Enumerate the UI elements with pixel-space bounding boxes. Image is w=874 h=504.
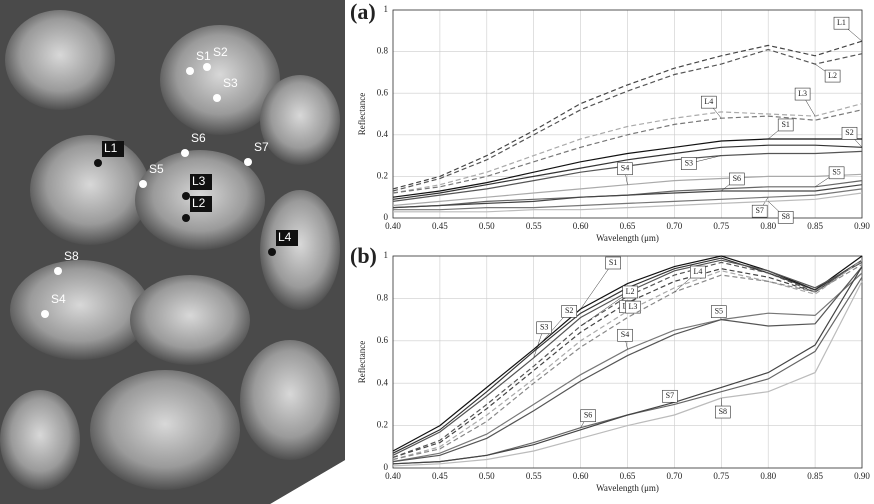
sample-dot [182,192,190,200]
series-label: S5 [832,168,840,177]
series-label: S3 [685,158,693,167]
series-label: S2 [845,128,853,137]
y-tick-label: 0.6 [377,87,389,97]
x-tick-label: 0.80 [760,221,776,231]
sample-dot [139,180,147,188]
x-tick-label: 0.90 [854,471,870,481]
photo [0,0,345,504]
series-label: L2 [626,287,635,296]
x-tick-label: 0.50 [479,221,495,231]
sample-dot [54,267,62,275]
y-tick-label: 0.8 [377,46,389,56]
y-tick-label: 1 [384,250,389,260]
x-tick-label: 0.40 [385,221,401,231]
sample-label: S5 [149,162,164,176]
sample-label: S3 [223,76,238,90]
y-tick-label: 0.6 [377,335,389,345]
sample-label: L1 [104,141,118,155]
y-tick-label: 0.4 [377,377,389,387]
y-tick-label: 0 [384,212,389,222]
sample-label: S8 [64,249,79,263]
x-tick-label: 0.70 [667,221,683,231]
series-label: S3 [540,323,548,332]
y-tick-label: 1 [384,4,389,14]
series-label: S2 [565,306,573,315]
x-axis-label: Wavelength (μm) [596,483,659,493]
x-tick-label: 0.50 [479,471,495,481]
sample-label: L3 [192,174,206,188]
y-tick-label: 0.8 [377,292,389,302]
series-label: S6 [584,411,592,420]
series-label: L3 [629,302,638,311]
sample-label: S7 [254,140,269,154]
y-axis-label: Reflectance [357,93,367,135]
sample-label: S1 [196,49,211,63]
series-label: S8 [719,407,727,416]
series-label: S1 [609,258,617,267]
x-tick-label: 0.90 [854,221,870,231]
y-tick-label: 0.4 [377,129,389,139]
series-label: S1 [781,120,789,129]
sample-dot [41,310,49,318]
series-label: S4 [621,164,629,173]
x-tick-label: 0.45 [432,471,448,481]
x-tick-label: 0.45 [432,221,448,231]
sample-dot [244,158,252,166]
x-tick-label: 0.75 [713,221,729,231]
x-tick-label: 0.85 [807,221,823,231]
chart-title: (b) [350,243,377,268]
figure: S1S2S3S4S5S6S7S8L1L2L3L4(a)0.400.450.500… [0,0,874,504]
x-tick-label: 0.80 [760,471,776,481]
sample-dot [268,248,276,256]
x-tick-label: 0.70 [667,471,683,481]
x-tick-label: 0.65 [620,471,636,481]
series-label: S6 [733,174,741,183]
chart-title: (a) [350,0,376,24]
y-tick-label: 0.2 [377,420,388,430]
sample-dot [203,63,211,71]
sample-label: S6 [191,131,206,145]
series-label: L3 [798,89,807,98]
x-tick-label: 0.55 [526,221,542,231]
sample-label: S2 [213,45,228,59]
sample-dot [181,149,189,157]
x-tick-label: 0.60 [573,471,589,481]
x-tick-label: 0.60 [573,221,589,231]
series-label: L1 [837,18,846,27]
series-label: L4 [704,97,713,106]
x-axis-label: Wavelength (μm) [596,233,659,243]
series-label: S7 [666,391,674,400]
sample-label: L4 [278,230,292,244]
series-label: S7 [755,206,763,215]
x-tick-label: 0.85 [807,471,823,481]
sample-dot [94,159,102,167]
sample-dot [182,214,190,222]
sample-label: L2 [192,196,206,210]
y-axis-label: Reflectance [357,341,367,383]
sample-dot [186,67,194,75]
series-label: L2 [828,71,837,80]
sample-dot [213,94,221,102]
series-label: S4 [621,330,629,339]
sample-label: S4 [51,292,66,306]
x-tick-label: 0.40 [385,471,401,481]
series-label: L4 [693,267,702,276]
series-label: S5 [715,306,723,315]
x-tick-label: 0.65 [620,221,636,231]
x-tick-label: 0.55 [526,471,542,481]
x-tick-label: 0.75 [713,471,729,481]
y-tick-label: 0 [384,462,389,472]
y-tick-label: 0.2 [377,170,388,180]
series-label: S8 [781,212,789,221]
